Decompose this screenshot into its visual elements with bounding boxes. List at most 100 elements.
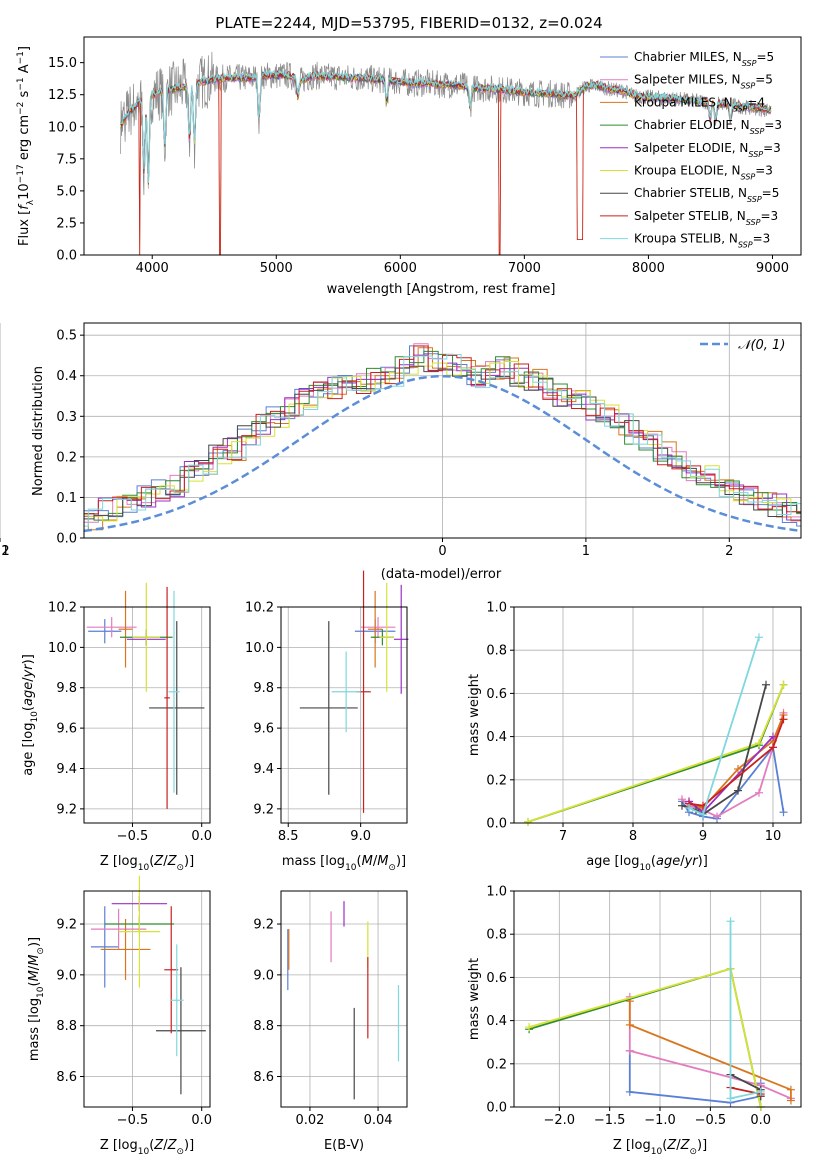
weight-line-7 bbox=[688, 718, 785, 807]
y-axis-label: age [log10(age/yr)] bbox=[21, 654, 40, 776]
hist-step-7 bbox=[84, 345, 801, 521]
spectrum-group bbox=[120, 51, 772, 255]
x-tick-label: 8 bbox=[629, 829, 637, 844]
x-tick-label: −0.5 bbox=[117, 829, 149, 844]
legend-label-value: =3 bbox=[763, 141, 781, 155]
y-tick-label: 8.6 bbox=[253, 1070, 274, 1085]
y-axis-label-part: 10 bbox=[30, 711, 40, 723]
y-tick-label: 10.0 bbox=[48, 641, 77, 656]
y-tick-label: 9.4 bbox=[56, 762, 77, 777]
hist-step-1 bbox=[84, 343, 801, 528]
x-axis-label-part: Z bbox=[167, 854, 178, 869]
x-tick-label: 7000 bbox=[508, 261, 541, 276]
legend-label-name: Chabrier ELODIE, N bbox=[634, 118, 750, 132]
model-line-8 bbox=[120, 69, 772, 184]
x-axis-label-part: Z bbox=[153, 1138, 164, 1153]
axes-frame bbox=[83, 606, 211, 824]
y-axis-label-part: −17 bbox=[16, 164, 26, 183]
legend-label-sub: SSP bbox=[746, 217, 761, 226]
legend-label: Kroupa MILES, NSSP=4 bbox=[634, 95, 765, 113]
y-axis-label-part: 10 bbox=[17, 183, 32, 200]
x-axis-label-part: Z bbox=[680, 1138, 691, 1153]
legend-label-name: Salpeter STELIB, N bbox=[634, 209, 746, 223]
y-axis-label-part: −1 bbox=[16, 51, 26, 64]
y-tick-label: 8.8 bbox=[56, 1019, 77, 1034]
x-axis-label-part: / bbox=[676, 1138, 681, 1153]
y-axis-label-part: −1 bbox=[16, 77, 26, 90]
y-axis-label-part: / bbox=[27, 965, 42, 970]
y-axis-label-part: s bbox=[17, 90, 32, 101]
legend-label-sub: SSP bbox=[741, 172, 756, 181]
legend-label: Salpeter STELIB, NSSP=3 bbox=[634, 209, 778, 227]
legend-label-sub: SSP bbox=[747, 195, 762, 204]
x-axis-label: mass [log10(M/M⊙)] bbox=[282, 854, 406, 873]
x-tick-label: 9.0 bbox=[350, 829, 371, 844]
x-axis-label-part: 10 bbox=[651, 1147, 663, 1157]
y-tick-label: 10.0 bbox=[48, 120, 77, 135]
y-axis-label-part: age [log bbox=[21, 723, 36, 776]
y-tick-label: 0.0 bbox=[56, 249, 77, 264]
x-axis-label-part: ( bbox=[662, 1138, 667, 1153]
y-tick-label: 0.6 bbox=[486, 687, 507, 702]
y-tick-label: 9.2 bbox=[56, 802, 77, 817]
y-tick-label: 1.0 bbox=[486, 885, 507, 900]
y-tick-label: 10.2 bbox=[245, 601, 274, 616]
legend-label-name: Kroupa STELIB, N bbox=[634, 232, 738, 246]
y-tick-label: 8.6 bbox=[56, 1070, 77, 1085]
y-axis-label-part: mass [log bbox=[27, 998, 42, 1061]
x-tick-label: 0.02 bbox=[295, 1113, 324, 1128]
y-axis-label-part: M bbox=[27, 955, 42, 966]
x-axis-label-part: 10 bbox=[138, 1147, 150, 1157]
x-tick-label: 1 bbox=[582, 544, 590, 559]
y-tick-label: 0.0 bbox=[486, 1101, 507, 1116]
y-axis-label-part: 10 bbox=[36, 986, 46, 998]
x-axis-label-part: / bbox=[373, 854, 378, 869]
x-axis-label-part: ⊙ bbox=[388, 863, 396, 873]
x-tick-label: 7 bbox=[559, 829, 567, 844]
y-axis-label-part: )] bbox=[21, 654, 36, 664]
x-axis-label-part: age [log bbox=[586, 854, 639, 869]
y-tick-label: 2.5 bbox=[56, 216, 77, 231]
legend-label-name: Salpeter ELODIE, N bbox=[634, 141, 748, 155]
x-tick-label: 9 bbox=[699, 829, 707, 844]
x-axis-label-part: Z bbox=[666, 1138, 677, 1153]
y-axis-label-part: A bbox=[17, 64, 32, 77]
y-tick-label: 10.0 bbox=[245, 641, 274, 656]
legend-label-value: =4 bbox=[747, 95, 765, 109]
hist-step-8 bbox=[84, 353, 801, 527]
axes-frame bbox=[280, 606, 408, 824]
y-tick-label: 0.4 bbox=[486, 1014, 507, 1029]
x-axis-label-part: 10 bbox=[345, 863, 357, 873]
axes-frame bbox=[513, 890, 802, 1108]
legend-label: Kroupa STELIB, NSSP=3 bbox=[634, 232, 770, 250]
legend-label-sub: SSP bbox=[748, 149, 763, 158]
x-axis-label-part: ( bbox=[651, 854, 656, 869]
x-tick-label: 5000 bbox=[260, 261, 293, 276]
y-tick-label: 9.0 bbox=[253, 968, 274, 983]
legend-label: Salpeter ELODIE, NSSP=3 bbox=[634, 141, 781, 159]
x-axis-label: wavelength [Angstrom, rest frame] bbox=[327, 282, 556, 297]
x-tick-label: 2 bbox=[725, 544, 733, 559]
hist-step-6 bbox=[84, 365, 801, 520]
y-tick-label: 12.5 bbox=[48, 88, 77, 103]
x-tick-label: −0.5 bbox=[117, 1113, 149, 1128]
x-tick-label: 8.5 bbox=[278, 829, 299, 844]
x-tick-label: 0.04 bbox=[364, 1113, 393, 1128]
y-axis-label-part: age bbox=[21, 682, 36, 706]
legend-label-sub: SSP bbox=[741, 81, 756, 90]
y-tick-label: 0.1 bbox=[56, 491, 77, 506]
legend-label-name: Salpeter MILES, N bbox=[634, 73, 741, 87]
y-tick-label: 9.8 bbox=[56, 681, 77, 696]
x-tick-label: 8000 bbox=[632, 261, 665, 276]
legend-label-value: =5 bbox=[756, 50, 774, 64]
weight-line-0 bbox=[681, 745, 785, 820]
x-axis-label: Z [log10(Z/Z⊙)] bbox=[613, 1138, 707, 1157]
axes-frame bbox=[513, 606, 802, 824]
x-tick-label: 9000 bbox=[756, 261, 789, 276]
x-axis-label-part: ⊙ bbox=[176, 863, 184, 873]
y-axis-label-part: / bbox=[21, 677, 36, 682]
x-axis-label-part: ( bbox=[149, 1138, 154, 1153]
x-axis-label-part: )] bbox=[396, 854, 406, 869]
y-axis-label-part: yr bbox=[21, 663, 36, 679]
legend-label: Chabrier MILES, NSSP=5 bbox=[634, 50, 774, 68]
